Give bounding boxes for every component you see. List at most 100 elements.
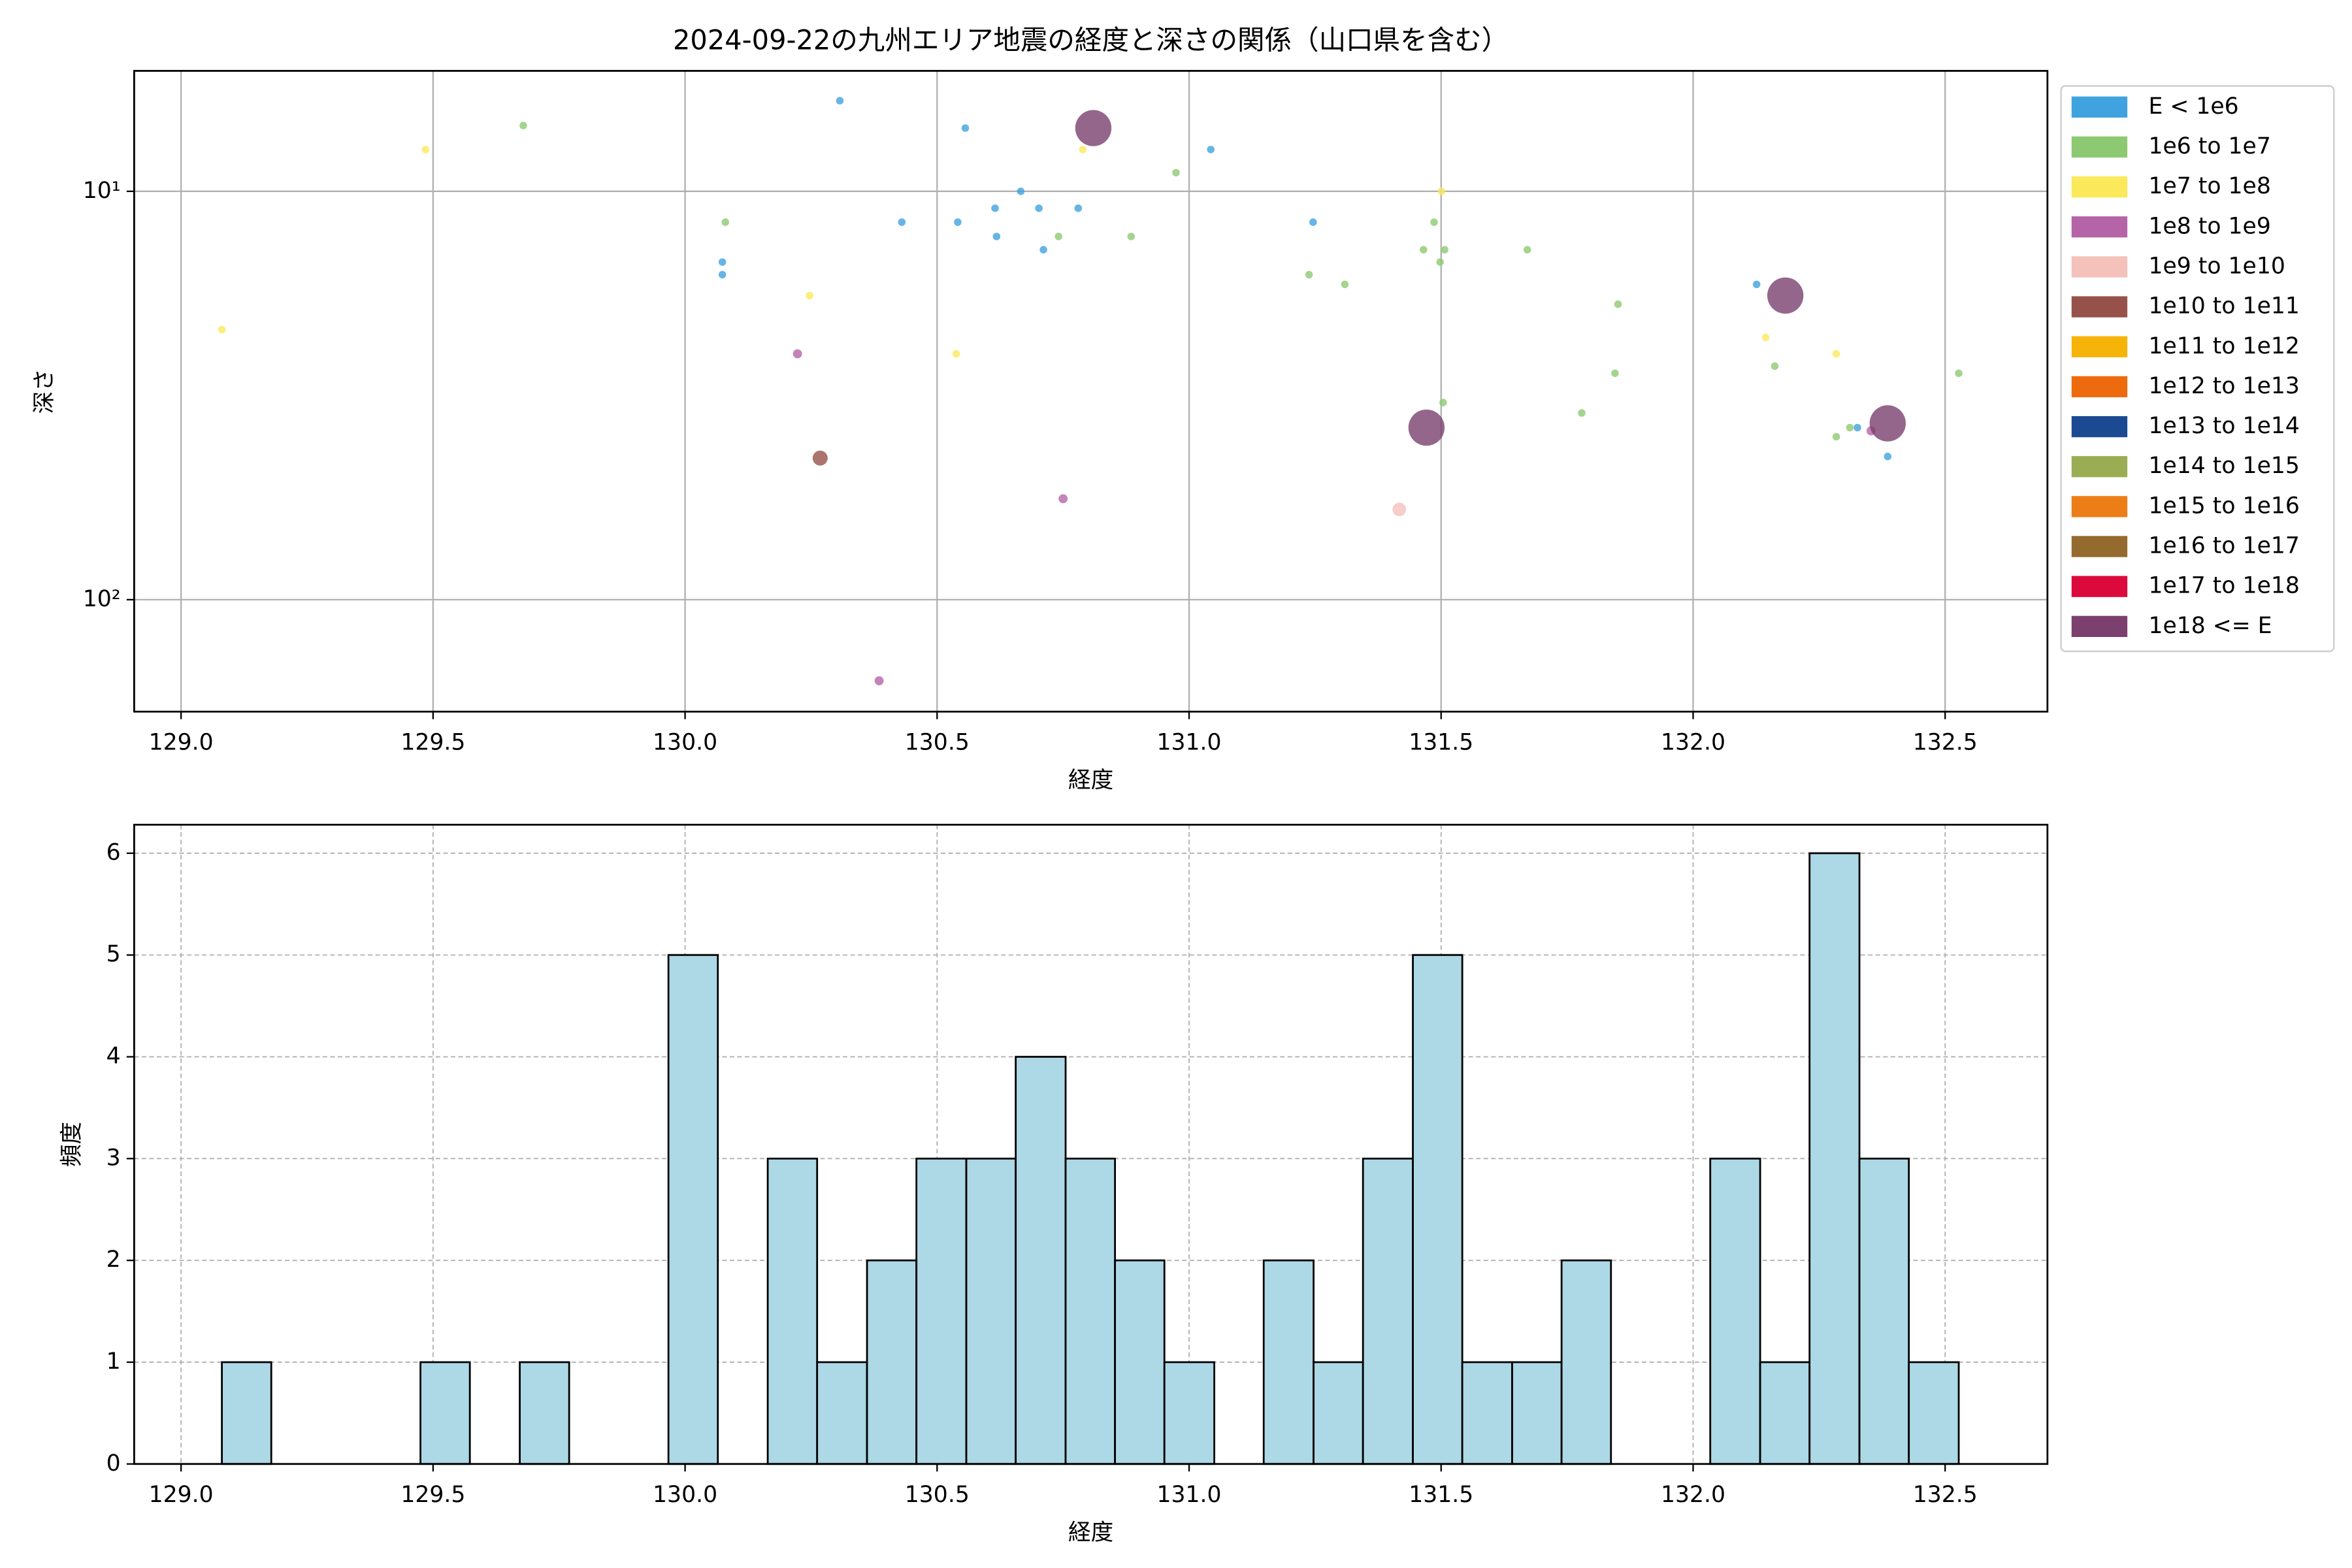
y-tick-label: 0: [106, 1450, 121, 1477]
y-tick-label: 4: [106, 1043, 121, 1070]
legend-label: 1e6 to 1e7: [2148, 133, 2270, 159]
data-point: [1846, 423, 1854, 432]
data-point: [718, 258, 727, 266]
data-point: [812, 450, 828, 466]
x-tick-label: 130.0: [653, 1482, 717, 1508]
data-point: [1127, 233, 1135, 240]
y-tick-label: 5: [106, 941, 121, 968]
legend-label: 1e8 to 1e9: [2148, 213, 2270, 239]
legend-swatch: [2071, 615, 2128, 637]
histogram-bar: [1908, 1361, 1960, 1465]
legend-label: E < 1e6: [2148, 93, 2238, 120]
data-point: [954, 218, 962, 226]
histogram-bar: [1511, 1361, 1563, 1465]
data-point: [1039, 246, 1047, 253]
data-point: [806, 291, 813, 300]
data-point: [718, 270, 727, 279]
data-point: [218, 325, 226, 334]
data-point: [1611, 369, 1619, 378]
legend-label: 1e18 <= E: [2148, 613, 2272, 639]
data-point: [1884, 452, 1892, 461]
x-tick-label: 130.0: [653, 730, 717, 756]
legend-label: 1e7 to 1e8: [2148, 173, 2270, 199]
histogram-bar: [766, 1157, 819, 1465]
histogram-bar: [1808, 852, 1861, 1465]
data-point: [1832, 433, 1840, 441]
data-point: [1439, 399, 1447, 406]
data-point: [1207, 146, 1215, 154]
x-axis-label: 経度: [1068, 1520, 1113, 1546]
data-point: [1172, 169, 1180, 177]
data-point: [1437, 188, 1446, 195]
data-point: [1771, 362, 1779, 370]
legend-swatch: [2071, 456, 2128, 478]
x-tick-label: 132.0: [1661, 730, 1725, 756]
data-point: [1017, 188, 1025, 195]
data-point: [1408, 409, 1445, 446]
legend-label: 1e14 to 1e15: [2148, 453, 2299, 479]
legend-label: 1e13 to 1e14: [2148, 413, 2299, 439]
data-point: [1430, 218, 1438, 226]
histogram-bar: [1114, 1259, 1166, 1465]
y-axis-label: 頻度: [59, 1122, 85, 1167]
x-tick-label: 132.0: [1661, 1482, 1725, 1508]
data-point: [991, 204, 999, 212]
histogram-bar: [1163, 1361, 1216, 1465]
legend-swatch: [2071, 496, 2128, 517]
legend-label: 1e10 to 1e11: [2148, 293, 2299, 319]
data-point: [836, 97, 844, 105]
data-point: [1854, 423, 1861, 432]
legend-swatch: [2071, 176, 2128, 198]
chart-title: 2024-09-22の九州エリア地震の経度と深さの関係（山口県を含む）: [673, 24, 1509, 56]
data-point: [1392, 502, 1407, 517]
data-point: [874, 676, 884, 685]
data-point: [792, 349, 802, 359]
y-axis-label: 深さ: [31, 368, 57, 414]
histogram-bar: [667, 954, 719, 1465]
data-point: [1523, 246, 1531, 253]
legend: E < 1e6 1e6 to 1e7 1e7 to 1e8 1e8 to 1e9 1e9…: [2060, 85, 2335, 653]
x-tick-label: 129.0: [149, 730, 214, 756]
y-tick-label: 3: [106, 1145, 121, 1171]
legend-swatch: [2071, 296, 2128, 318]
data-point: [1614, 300, 1622, 308]
x-tick-label: 130.5: [905, 1482, 970, 1508]
legend-swatch: [2071, 576, 2128, 597]
histogram-bar: [866, 1259, 918, 1465]
legend-swatch: [2071, 416, 2128, 438]
y-tick-label: 10¹: [83, 178, 121, 204]
data-point: [952, 350, 960, 358]
legend-label: 1e15 to 1e16: [2148, 493, 2299, 519]
histogram-bar: [1759, 1361, 1811, 1465]
x-tick-label: 129.5: [400, 730, 465, 756]
data-point: [1578, 409, 1586, 417]
histogram-bar: [1313, 1361, 1364, 1465]
data-point: [1441, 246, 1448, 253]
data-point: [1035, 204, 1043, 212]
data-point: [1869, 405, 1906, 442]
legend-label: 1e17 to 1e18: [2148, 573, 2299, 599]
histogram-bar: [1709, 1157, 1761, 1465]
legend-swatch: [2071, 216, 2128, 238]
data-point: [1436, 258, 1445, 266]
histogram-bar: [221, 1361, 272, 1465]
plot-frame: [133, 70, 2049, 713]
histogram-bar: [1461, 1361, 1513, 1465]
y-tick-label: 6: [106, 840, 121, 866]
data-point: [519, 122, 527, 129]
x-tick-label: 131.0: [1157, 730, 1222, 756]
histogram-bar: [1412, 954, 1463, 1465]
histogram-bar: [965, 1157, 1017, 1465]
data-point: [1079, 146, 1087, 154]
x-tick-label: 131.0: [1157, 1482, 1222, 1508]
y-tick-label: 1: [106, 1348, 121, 1375]
histogram-bar: [1560, 1259, 1612, 1465]
data-point: [1075, 110, 1112, 146]
legend-swatch: [2071, 376, 2128, 398]
data-point: [1420, 246, 1428, 253]
data-point: [1309, 218, 1317, 226]
data-point: [721, 218, 730, 226]
